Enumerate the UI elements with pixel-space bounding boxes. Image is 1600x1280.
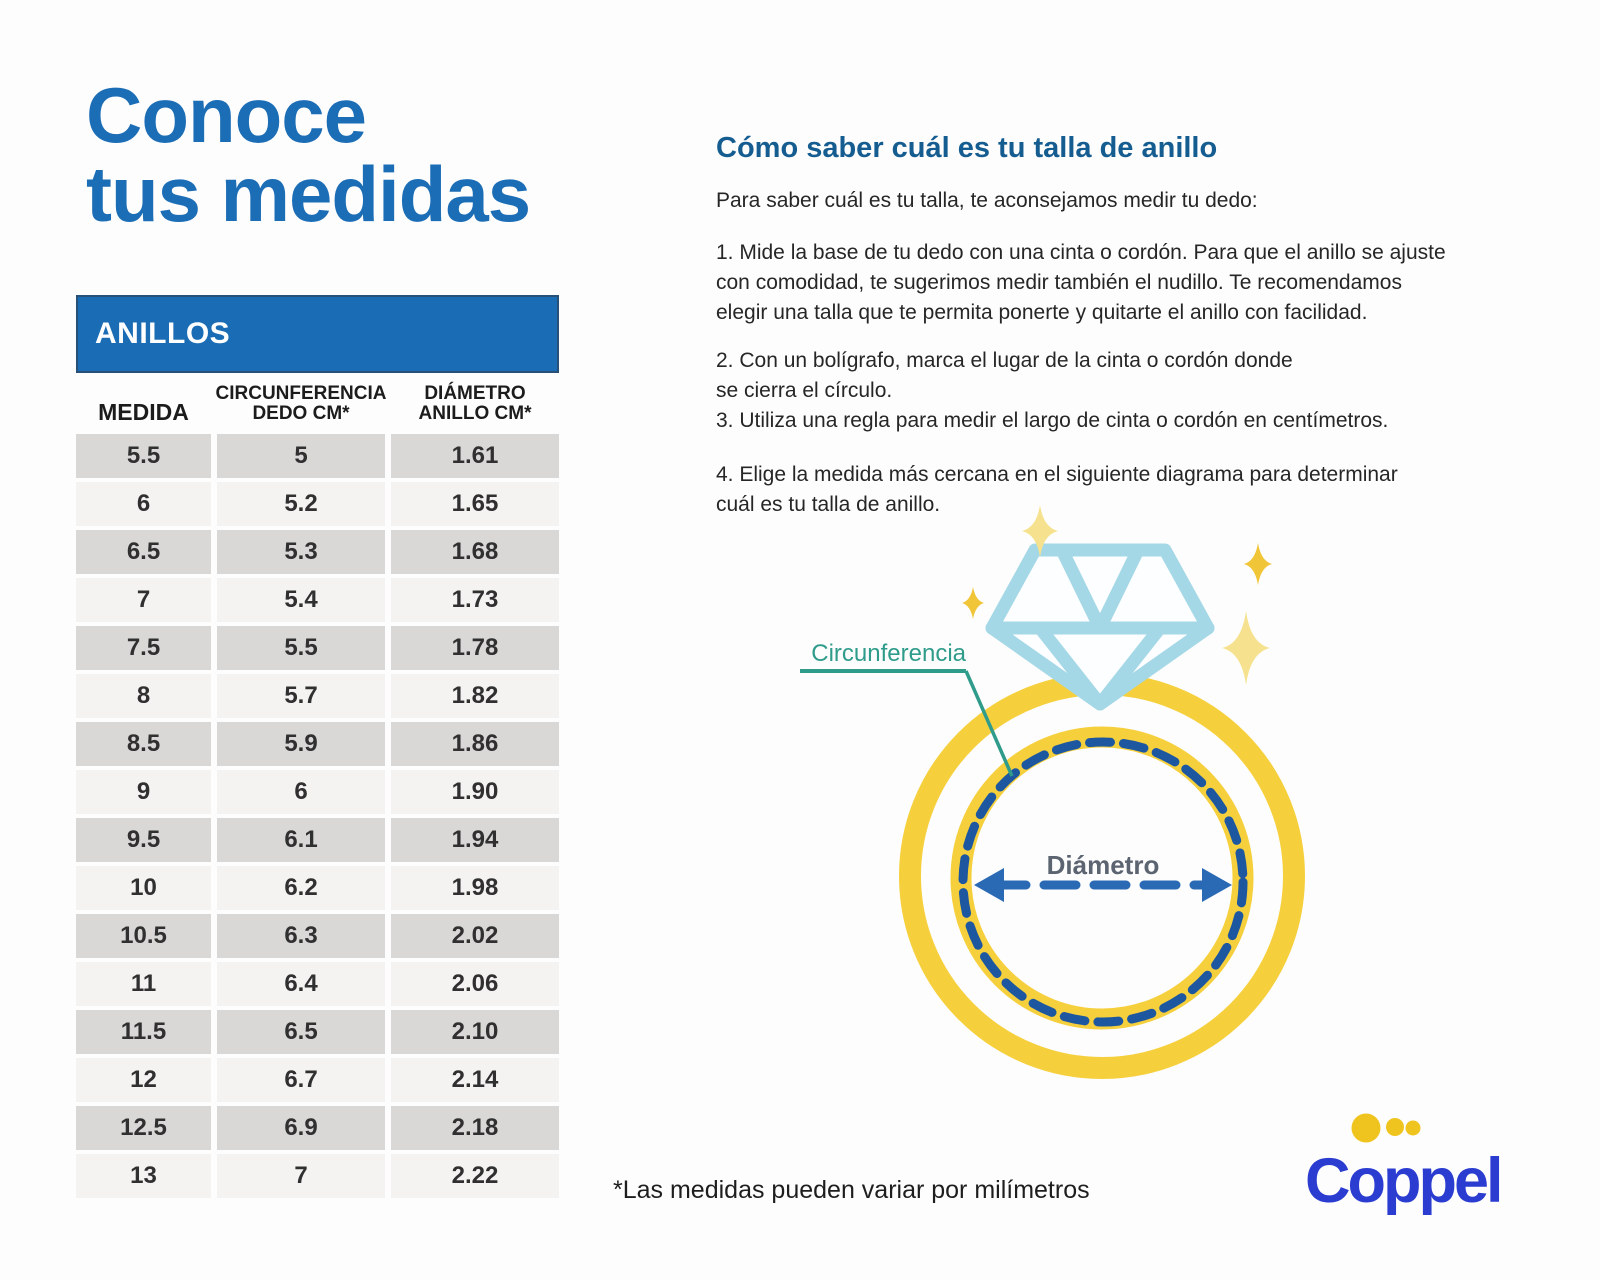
table-header-bar: ANILLOS xyxy=(76,295,559,373)
table-cell: 2.02 xyxy=(391,914,559,958)
column-header-circunferencia: CIRCUNFERENCIA DEDO CM* xyxy=(215,383,387,424)
table-cell: 1.90 xyxy=(391,770,559,814)
table-cell: 1.94 xyxy=(391,818,559,862)
instruction-step-1: 1. Mide la base de tu dedo con una cinta… xyxy=(716,241,1446,324)
table-cell: 2.18 xyxy=(391,1106,559,1150)
table-cell: 6.9 xyxy=(217,1106,385,1150)
table-cell: 12 xyxy=(76,1058,211,1102)
instructions-heading: Cómo saber cuál es tu talla de anillo xyxy=(716,132,1218,164)
column-header-diametro: DIÁMETRO ANILLO CM* xyxy=(418,383,532,424)
circumference-pointer-line xyxy=(964,670,1014,777)
table-cell: 11 xyxy=(76,962,211,1006)
table-cell: 9 xyxy=(76,770,211,814)
table-cell: 12.5 xyxy=(76,1106,211,1150)
diameter-label: Diámetro xyxy=(1047,850,1160,880)
table-cell: 6.4 xyxy=(217,962,385,1006)
logo-dot xyxy=(1351,1113,1381,1143)
table-cell: 8.5 xyxy=(76,722,211,766)
table-cell: 8 xyxy=(76,674,211,718)
table-cell: 6.2 xyxy=(217,866,385,910)
diameter-arrowhead-left xyxy=(974,868,1004,902)
table-cell: 10.5 xyxy=(76,914,211,958)
table-cell: 5.7 xyxy=(217,674,385,718)
table-cell: 2.14 xyxy=(391,1058,559,1102)
logo-dot xyxy=(1405,1120,1421,1136)
table-cell: 6.7 xyxy=(217,1058,385,1102)
column-header-medida: MEDIDA xyxy=(98,399,189,425)
table-cell: 6.5 xyxy=(217,1010,385,1054)
ring-diagram: Diámetro Circunferencia xyxy=(800,505,1305,1079)
table-cell: 6 xyxy=(76,482,211,526)
table-cell: 5.5 xyxy=(76,434,211,478)
table-cell: 2.06 xyxy=(391,962,559,1006)
table-cell: 2.22 xyxy=(391,1154,559,1198)
table-cell: 7 xyxy=(76,578,211,622)
table-cell: 7 xyxy=(217,1154,385,1198)
table-cell: 5.2 xyxy=(217,482,385,526)
table-cell: 5 xyxy=(217,434,385,478)
table-cell: 1.61 xyxy=(391,434,559,478)
table-cell: 5.3 xyxy=(217,530,385,574)
table-cell: 1.82 xyxy=(391,674,559,718)
table-cell: 6 xyxy=(217,770,385,814)
sparkle-icon xyxy=(1022,505,1058,557)
table-cell: 1.78 xyxy=(391,626,559,670)
table-cell: 11.5 xyxy=(76,1010,211,1054)
table-cell: 10 xyxy=(76,866,211,910)
instructions-intro: Para saber cuál es tu talla, te aconseja… xyxy=(716,189,1258,212)
table-cell: 1.68 xyxy=(391,530,559,574)
sparkle-icon xyxy=(1222,611,1270,685)
coppel-logo: Coppel xyxy=(1305,1113,1504,1215)
page-title: Conoce tus medidas xyxy=(86,71,531,238)
sparkle-icon xyxy=(962,587,984,619)
table-cell: 1.73 xyxy=(391,578,559,622)
table-cell: 1.65 xyxy=(391,482,559,526)
table-cell: 5.5 xyxy=(217,626,385,670)
diameter-arrowhead-right xyxy=(1202,868,1232,902)
circumference-label: Circunferencia xyxy=(811,640,966,667)
table-cell: 7.5 xyxy=(76,626,211,670)
table-cell: 9.5 xyxy=(76,818,211,862)
sparkle-icon xyxy=(1244,543,1272,585)
table-cell: 2.10 xyxy=(391,1010,559,1054)
table-cell: 5.4 xyxy=(217,578,385,622)
ring-size-table: ANILLOS MEDIDA CIRCUNFERENCIA DEDO CM* D… xyxy=(76,295,559,1198)
table-cell: 6.5 xyxy=(76,530,211,574)
table-cell: 13 xyxy=(76,1154,211,1198)
table-rows: 5.5 5 1.61 6 5.2 1.65 6.5 5.3 1.68 7 5.4 1.73 7.5 5.5… xyxy=(76,434,559,1198)
table-cell: 1.86 xyxy=(391,722,559,766)
table-cell: 1.98 xyxy=(391,866,559,910)
table-cell: 6.3 xyxy=(217,914,385,958)
table-cell: 6.1 xyxy=(217,818,385,862)
instruction-steps-2-3: 2. Con un bolígrafo, marca el lugar de l… xyxy=(716,349,1389,432)
table-column-headers: MEDIDA CIRCUNFERENCIA DEDO CM* DIÁMETRO … xyxy=(76,380,559,424)
circumference-dashed-circle xyxy=(958,737,1248,1027)
measurement-disclaimer: *Las medidas pueden variar por milímetro… xyxy=(613,1176,1090,1204)
table-cell: 5.9 xyxy=(217,722,385,766)
instruction-step-4: 4. Elige la medida más cercana en el sig… xyxy=(716,463,1398,516)
logo-dot xyxy=(1386,1118,1404,1136)
diamond-icon xyxy=(985,543,1215,711)
logo-text: Coppel xyxy=(1305,1146,1501,1215)
table-header-label: ANILLOS xyxy=(95,317,231,350)
